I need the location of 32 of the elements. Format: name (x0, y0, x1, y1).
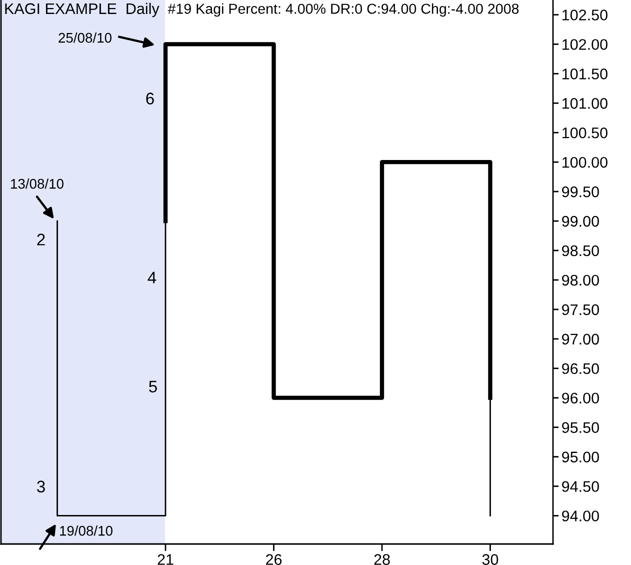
y-tick-label: 95.00 (562, 452, 599, 462)
y-tick-label: 99.50 (562, 186, 599, 198)
y-tick-label: 98.00 (562, 274, 599, 286)
y-tick-label: 95.50 (562, 422, 599, 433)
annotation: 6 (146, 92, 154, 104)
y-tick-label: 102.00 (562, 39, 608, 50)
x-tick-label: 28 (374, 554, 390, 565)
y-tick-label: 96.50 (562, 363, 599, 374)
y-tick-label: 101.50 (562, 68, 608, 80)
annotation: 13/08/10 (11, 178, 64, 189)
x-tick-label: 21 (158, 554, 174, 565)
y-tick-label: 100.00 (562, 156, 608, 168)
y-tick-label: 102.50 (562, 10, 608, 20)
y-tick-label: 101.00 (562, 98, 608, 109)
y-tick-label: 100.50 (562, 127, 608, 138)
y-tick-label: 99.00 (562, 216, 599, 227)
annotation: 5 (149, 380, 157, 392)
y-tick-label: 98.50 (562, 245, 599, 256)
chart-subtitle: #19 Kagi Percent: 4.00% DR:0 C:94.00 Chg:-4.00 2008 (168, 3, 519, 17)
y-tick-label: 94.00 (562, 510, 599, 522)
annotation: 19/08/10 (60, 526, 112, 536)
y-tick-label: 97.50 (562, 304, 599, 316)
x-tick-label: 30 (482, 554, 498, 565)
x-tick-label: 26 (266, 554, 282, 565)
annotation: 25/08/10 (58, 32, 112, 43)
annotation: 4 (148, 272, 156, 284)
y-tick-label: 96.00 (562, 392, 599, 404)
chart-title: KAGI EXAMPLE Daily (5, 2, 160, 18)
y-tick-label: 97.00 (562, 334, 599, 345)
annotation: 2 (37, 234, 45, 246)
annotation: 3 (37, 480, 45, 492)
y-tick-label: 94.50 (562, 481, 599, 492)
